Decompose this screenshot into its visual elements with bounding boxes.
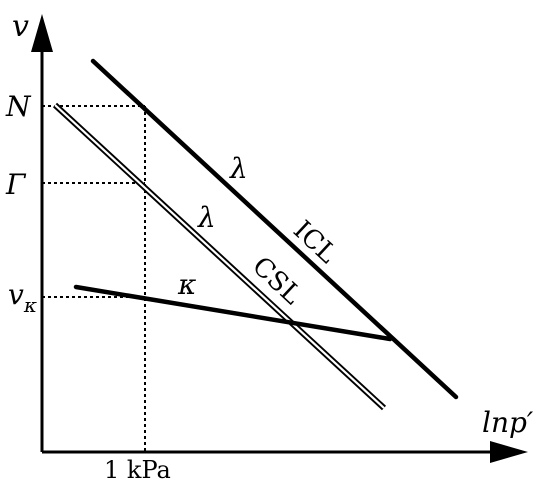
csl-label: CSL: [246, 251, 307, 310]
v-kappa-main: v: [8, 278, 24, 311]
icl-label: ICL: [287, 215, 342, 269]
y-axis-label: v: [12, 9, 29, 44]
one-kpa-label: 1 kPa: [104, 456, 171, 484]
guide-lines: [42, 105, 146, 452]
csl-slope-label: λ: [197, 201, 216, 234]
n-label: N: [5, 90, 32, 123]
icl-slope-label: λ: [229, 152, 248, 185]
y-axis-arrowhead: [31, 14, 53, 52]
v-kappa-label: vκ: [8, 278, 37, 317]
gamma-label: Γ: [5, 168, 27, 201]
x-axis-label: lnp′: [482, 406, 534, 439]
url-slope-label: κ: [177, 268, 196, 301]
icl-line: [90, 58, 459, 400]
x-axis-arrowhead: [490, 441, 528, 463]
v-kappa-sub: κ: [23, 293, 37, 317]
csl-line: [52, 102, 387, 411]
url-line: [73, 284, 393, 342]
